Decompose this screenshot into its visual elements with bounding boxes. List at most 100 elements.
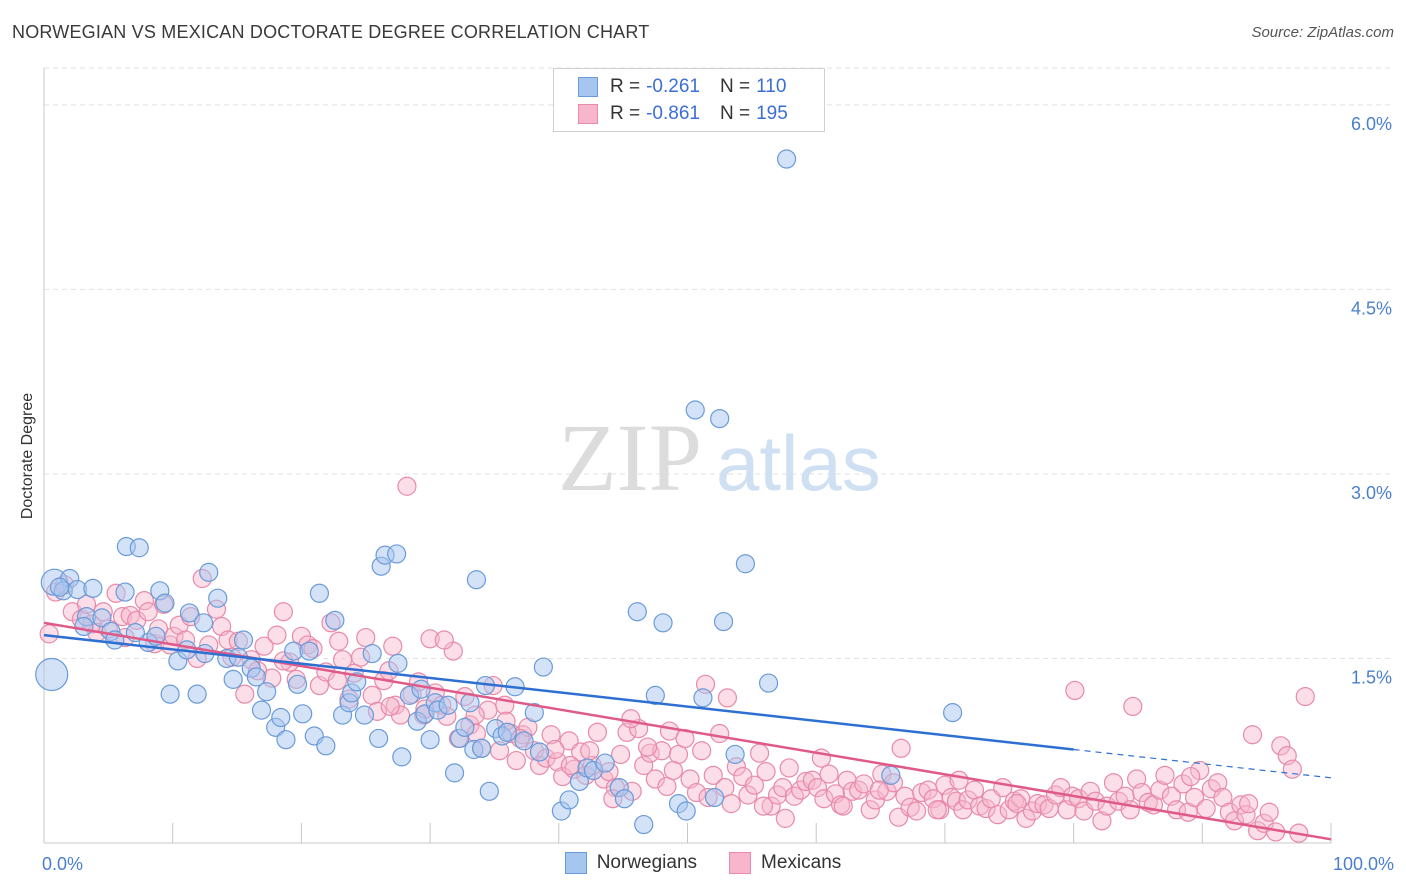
legend-item-norwegians[interactable]: Norwegians: [564, 852, 698, 874]
watermark-zip: ZIP: [558, 404, 702, 511]
mexicans-point: [796, 771, 816, 792]
legend-r-label: R =: [610, 103, 641, 124]
mexicans-point: [814, 789, 834, 809]
norwegians-point: [497, 722, 517, 742]
legend-item-mexicans[interactable]: Mexicans: [729, 852, 841, 874]
tick-labels: 1.5% 3.0% 4.5% 6.0% 0.0% 100.0%: [42, 114, 1394, 874]
mexicans-point: [559, 731, 579, 751]
norwegians-point: [369, 728, 389, 749]
norwegians-point: [420, 730, 440, 750]
mexicans-point: [1173, 774, 1193, 794]
norwegians-point: [411, 679, 431, 699]
norwegians-point: [614, 789, 635, 809]
legend-n-value: 195: [756, 103, 788, 124]
legend-swatch-mexicans: [578, 104, 598, 124]
mexicans-point: [1181, 766, 1201, 787]
norwegians-trend-line: [43, 633, 1074, 751]
mexicans-point: [112, 607, 133, 627]
trend-lines: [43, 621, 1332, 841]
y-tick-label: 4.5%: [1351, 298, 1392, 318]
mexicans-point: [1196, 798, 1216, 819]
mexicans-point: [1271, 736, 1291, 756]
gridlines: [44, 67, 1394, 659]
mexicans-point: [380, 696, 400, 717]
norwegians-point: [776, 149, 797, 169]
norwegians-point: [758, 673, 779, 693]
norwegians-point: [392, 747, 412, 767]
mexicans-point: [756, 762, 776, 782]
mexicans-point: [1016, 808, 1036, 828]
mexicans-point: [941, 787, 961, 808]
norwegians-point: [246, 667, 266, 687]
swatch-norwegians: [564, 852, 587, 874]
mexicans-point: [692, 741, 712, 761]
norwegians-point: [257, 682, 277, 702]
mexicans-point: [329, 631, 349, 651]
mexicans-point: [849, 780, 869, 800]
mexicans-point: [362, 685, 382, 705]
norwegians-point: [309, 583, 330, 603]
mexicans-point: [842, 781, 862, 801]
mexicans-point: [891, 738, 911, 758]
mexicans-point: [634, 755, 654, 776]
mexicans-point: [134, 591, 154, 611]
norwegians-point: [438, 695, 458, 715]
mexicans-point: [964, 780, 985, 800]
mexicans-point: [1150, 780, 1170, 800]
norwegians-point: [179, 603, 200, 623]
norwegians-point: [325, 610, 345, 630]
mexicans-point: [1236, 805, 1256, 825]
mexicans-point: [560, 755, 580, 776]
mexicans-point: [254, 636, 274, 656]
mexicans-point: [958, 790, 978, 810]
mexicans-point: [949, 770, 969, 790]
legend-r-value: -0.261: [646, 76, 700, 97]
legend-r-value: -0.861: [646, 103, 700, 124]
norwegians-point: [92, 608, 112, 628]
mexicans-point: [703, 765, 723, 785]
mexicans-point: [1155, 765, 1175, 785]
mexicans-point: [138, 602, 158, 622]
mexicans-point: [900, 797, 920, 817]
mexicans-point: [1065, 680, 1085, 701]
mexicans-point: [610, 744, 631, 765]
mexicans-point: [383, 636, 403, 656]
norwegians-point: [676, 801, 696, 821]
mexicans-point: [356, 627, 376, 648]
watermark: ZIP atlas: [558, 404, 881, 511]
norwegians-point: [276, 730, 296, 750]
bottom-legend: Norwegians Mexicans: [0, 852, 1406, 874]
norwegians-point: [387, 544, 407, 564]
mexicans-point: [267, 625, 287, 645]
mexicans-point: [587, 722, 608, 742]
mexicans-point: [668, 744, 689, 765]
mexicans-point: [1092, 811, 1112, 831]
mexicans-point: [1184, 787, 1205, 808]
legend-swatch-norwegians: [578, 77, 598, 97]
mexicans-point: [621, 709, 641, 729]
mexicans-point: [1231, 795, 1251, 815]
norwegians-point: [115, 582, 135, 602]
norwegians-point: [444, 763, 465, 783]
norwegians-point: [287, 674, 308, 694]
mexicans-point: [659, 721, 680, 741]
norwegians-point: [155, 593, 175, 613]
norwegians-point: [713, 611, 734, 632]
norwegians-point: [685, 400, 705, 420]
mexicans-point: [976, 798, 996, 819]
swatch-mexicans: [729, 852, 752, 874]
legend-label-norwegians: Norwegians: [596, 852, 698, 873]
norwegians-point: [199, 562, 219, 582]
norwegians-point: [49, 577, 70, 597]
mexicans-point: [819, 764, 839, 784]
mexicans-point: [807, 778, 828, 798]
norwegians-point: [881, 765, 901, 785]
mexicans-point: [541, 725, 561, 745]
mexicans-point: [738, 785, 758, 805]
mexicans-point: [686, 782, 707, 803]
mexicans-point: [580, 741, 600, 761]
norwegians-point: [271, 707, 291, 728]
mexicans-point: [1282, 759, 1302, 779]
norwegians-point: [559, 790, 579, 810]
norwegians-point: [595, 753, 615, 773]
